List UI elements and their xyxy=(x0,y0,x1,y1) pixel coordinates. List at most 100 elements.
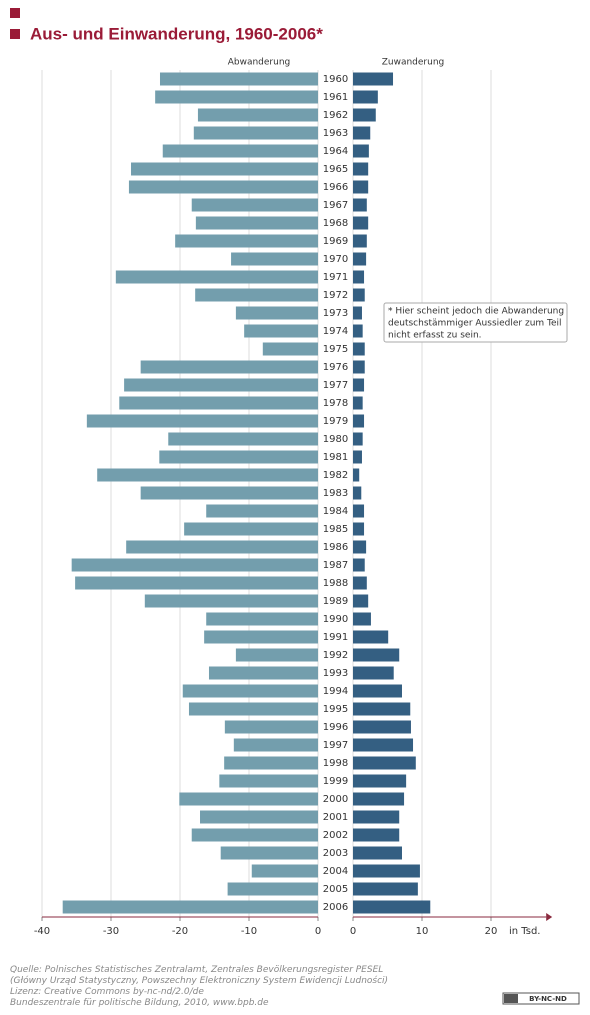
bar xyxy=(197,108,318,122)
bar xyxy=(353,360,365,374)
legend-label: Abwanderung xyxy=(228,58,291,68)
bar xyxy=(353,432,363,446)
category-label: 1997 xyxy=(323,740,348,751)
bar xyxy=(353,396,363,410)
category-label: 1977 xyxy=(323,380,348,391)
category-label: 1961 xyxy=(323,92,348,103)
bar xyxy=(235,648,318,662)
category-label: 1981 xyxy=(323,452,348,463)
bar xyxy=(353,378,365,392)
bar xyxy=(200,810,318,824)
bar xyxy=(353,126,371,140)
bar xyxy=(353,576,367,590)
bar xyxy=(86,414,318,428)
bar xyxy=(220,846,318,860)
bar xyxy=(206,612,318,626)
bar xyxy=(353,162,369,176)
bar xyxy=(353,180,369,194)
category-label: 1989 xyxy=(323,596,348,607)
bar xyxy=(353,216,369,230)
category-label: 1982 xyxy=(323,470,348,481)
bar xyxy=(193,126,318,140)
bar xyxy=(353,540,367,554)
bar xyxy=(353,414,365,428)
category-label: 2004 xyxy=(323,866,348,877)
category-label: 1967 xyxy=(323,200,348,211)
bar xyxy=(353,270,365,284)
x2-axis-label: in Tsd. xyxy=(509,926,540,937)
bar xyxy=(227,882,318,896)
source: Lizenz: Creative Commons by-nc-nd/2.0/de xyxy=(10,987,204,997)
category-label: 1993 xyxy=(323,668,348,679)
legend-label: Zuwanderung xyxy=(382,58,445,68)
bar xyxy=(115,270,318,284)
x-tick-label: -10 xyxy=(241,926,257,937)
category-label: 1972 xyxy=(323,290,348,301)
axis-arrow xyxy=(546,913,553,921)
bar xyxy=(206,504,318,518)
bar xyxy=(353,234,367,248)
bar xyxy=(140,486,318,500)
bar xyxy=(353,504,365,518)
bar xyxy=(162,144,318,158)
bar xyxy=(353,252,367,266)
bar xyxy=(353,666,394,680)
category-label: 2003 xyxy=(323,848,348,859)
bar xyxy=(62,900,319,914)
bar xyxy=(353,108,376,122)
bar xyxy=(184,522,318,536)
source: (Główny Urząd Statystyczny, Powszechny E… xyxy=(10,975,388,986)
bar xyxy=(188,702,318,716)
bar xyxy=(155,90,318,104)
category-label: 1990 xyxy=(323,614,348,625)
bar xyxy=(191,828,318,842)
chart-title: Aus- und Einwanderung, 1960-2006* xyxy=(30,24,323,43)
bar xyxy=(353,648,400,662)
bar xyxy=(353,756,416,770)
category-label: 2005 xyxy=(323,884,348,895)
bar xyxy=(353,720,411,734)
bar xyxy=(175,234,318,248)
bar xyxy=(144,594,318,608)
bar xyxy=(353,90,378,104)
license-text: BY-NC-ND xyxy=(529,995,567,1003)
category-label: 1974 xyxy=(323,326,348,337)
bar xyxy=(131,162,318,176)
category-label: 1986 xyxy=(323,542,348,553)
bar xyxy=(140,360,318,374)
category-label: 1964 xyxy=(323,146,348,157)
bar xyxy=(244,324,318,338)
bar xyxy=(126,540,319,554)
x-tick-label: -30 xyxy=(103,926,119,937)
bar xyxy=(353,738,414,752)
category-label: 1966 xyxy=(323,182,348,193)
bar xyxy=(224,720,318,734)
bar xyxy=(353,792,405,806)
license-icon xyxy=(504,994,518,1003)
x2-tick-label: 20 xyxy=(485,926,498,937)
bar xyxy=(353,846,402,860)
bar xyxy=(353,324,363,338)
bar xyxy=(159,450,318,464)
bar xyxy=(353,198,367,212)
bar xyxy=(71,558,318,572)
bar xyxy=(353,828,400,842)
bar xyxy=(353,558,365,572)
category-label: 1994 xyxy=(323,686,348,697)
bar xyxy=(353,468,360,482)
bar xyxy=(262,342,318,356)
bar xyxy=(235,306,318,320)
category-label: 1983 xyxy=(323,488,348,499)
annotation: * Hier scheint jedoch die Abwanderung xyxy=(388,307,564,317)
bar xyxy=(224,756,318,770)
license-badge xyxy=(502,992,580,1005)
category-label: 1960 xyxy=(323,74,348,85)
category-label: 1975 xyxy=(323,344,348,355)
category-label: 1971 xyxy=(323,272,348,283)
bar xyxy=(353,72,394,86)
bar xyxy=(353,288,365,302)
bar xyxy=(353,486,362,500)
bar xyxy=(353,630,389,644)
bar xyxy=(231,252,318,266)
